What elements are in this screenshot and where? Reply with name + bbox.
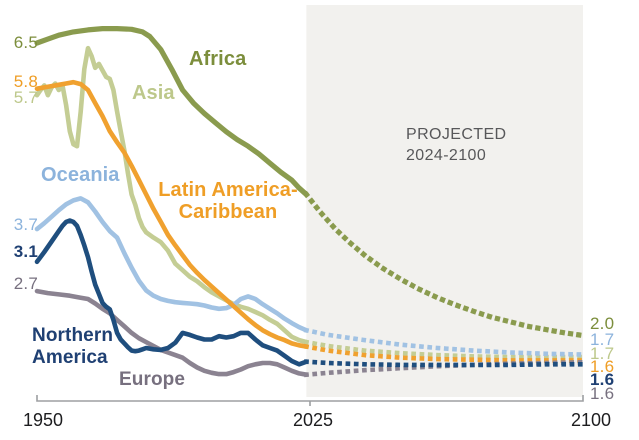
latin-america-caribbean-line-projected bbox=[303, 343, 586, 363]
africa-line-projected bbox=[302, 190, 586, 339]
asia-line-historical bbox=[34, 45, 309, 345]
start-value-northern-america: 3.1 bbox=[13, 242, 38, 261]
end-value-oceania: 1.7 bbox=[590, 330, 615, 349]
africa-line-historical bbox=[34, 26, 309, 198]
series-label-oceania: Oceania bbox=[41, 164, 120, 186]
start-value-oceania: 3.7 bbox=[13, 215, 38, 234]
series-label-northern-america-line1: Northern bbox=[32, 325, 114, 346]
projected-annotation-line2: 2024-2100 bbox=[406, 147, 487, 164]
x-tick-2025: 2025 bbox=[292, 410, 334, 430]
europe-line-historical bbox=[34, 288, 309, 378]
x-tick-1950: 1950 bbox=[23, 410, 64, 430]
projected-annotation: PROJECTED 2024-2100 bbox=[406, 124, 507, 166]
series-label-latin-america-line1: Latin America- bbox=[158, 179, 298, 201]
northern-america-line-projected bbox=[303, 359, 586, 368]
series-label-northern-america: Northern America bbox=[32, 325, 113, 369]
end-value-latin-america: 1.6 bbox=[590, 357, 615, 376]
start-value-asia: 5.7 bbox=[13, 88, 38, 107]
series-label-asia: Asia bbox=[132, 82, 175, 104]
oceania-line-projected bbox=[303, 327, 586, 357]
series-label-northern-america-line2: America bbox=[32, 347, 108, 368]
series-label-latin-america: Latin America- Caribbean bbox=[157, 179, 299, 223]
start-value-europe: 2.7 bbox=[13, 274, 38, 293]
northern-america-line-historical bbox=[34, 218, 309, 367]
projected-region-shading bbox=[306, 5, 583, 397]
start-value-latin-america: 5.8 bbox=[13, 72, 38, 91]
series-label-latin-america-line2: Caribbean bbox=[178, 201, 278, 223]
projected-annotation-line1: PROJECTED bbox=[406, 126, 507, 143]
end-value-northern-america: 1.6 bbox=[590, 370, 615, 389]
series-label-africa: Africa bbox=[189, 48, 247, 70]
end-value-europe: 1.6 bbox=[590, 384, 615, 403]
asia-line-projected bbox=[303, 339, 586, 360]
x-axis bbox=[36, 395, 584, 406]
start-value-africa: 6.5 bbox=[13, 33, 38, 52]
end-value-asia: 1.7 bbox=[590, 344, 615, 363]
end-value-africa: 2.0 bbox=[590, 314, 615, 333]
series-label-europe: Europe bbox=[119, 369, 186, 390]
latin-america-caribbean-line-historical bbox=[34, 79, 309, 349]
x-tick-2100: 2100 bbox=[570, 410, 611, 430]
oceania-line-historical bbox=[34, 196, 309, 333]
